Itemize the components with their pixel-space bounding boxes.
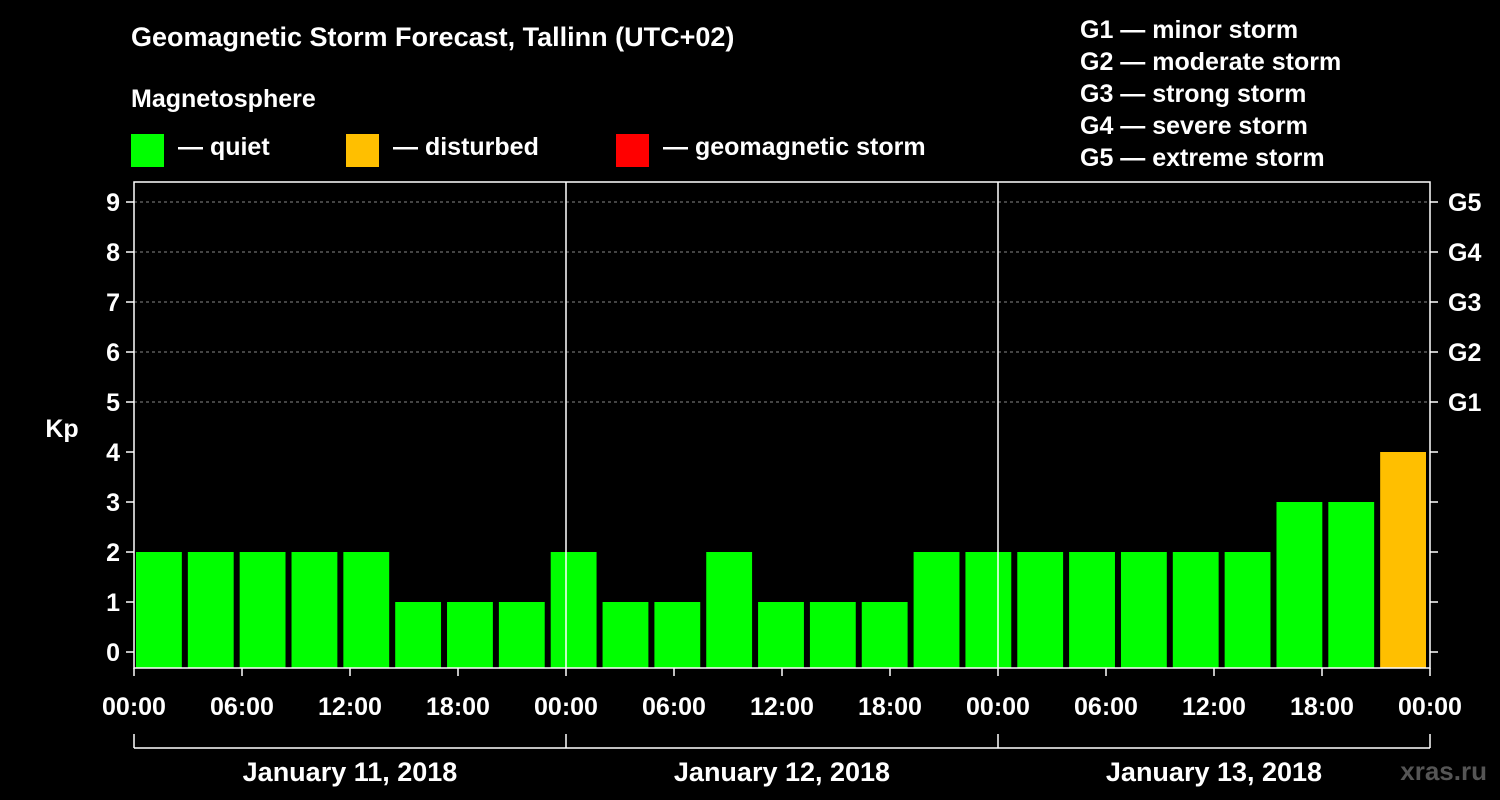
kp-bar (654, 602, 701, 668)
x-tick-label: 18:00 (1290, 693, 1354, 721)
storm-level-g2: G2 — moderate storm (1080, 48, 1342, 76)
y-tick-label: 4 (106, 439, 120, 467)
storm-axis-label: G4 (1448, 239, 1481, 267)
x-tick-label: 12:00 (1182, 693, 1246, 721)
y-tick-label: 2 (106, 539, 120, 567)
day-label: January 11, 2018 (243, 757, 458, 787)
legend-label-storm: — geomagnetic storm (663, 133, 926, 161)
kp-bar (1017, 552, 1064, 668)
storm-axis-label: G2 (1448, 339, 1481, 367)
legend-swatch-disturbed (346, 134, 379, 167)
y-tick-label: 5 (106, 389, 120, 417)
kp-bar (395, 602, 442, 668)
storm-axis-label: G3 (1448, 289, 1481, 317)
kp-bar (498, 602, 545, 668)
kp-bar (1172, 552, 1219, 668)
y-tick-label: 8 (106, 239, 120, 267)
legend-swatch-quiet (131, 134, 164, 167)
x-tick-label: 12:00 (750, 693, 814, 721)
x-tick-label: 06:00 (210, 693, 274, 721)
legend-swatch-storm (616, 134, 649, 167)
x-tick-label: 00:00 (534, 693, 598, 721)
y-tick-label: 7 (106, 289, 120, 317)
x-tick-label: 06:00 (1074, 693, 1138, 721)
kp-bar (758, 602, 804, 668)
x-tick-label: 12:00 (318, 693, 382, 721)
kp-bar (447, 602, 493, 668)
y-tick-label: 9 (106, 189, 120, 217)
x-tick-label: 00:00 (1398, 693, 1462, 721)
chart-title: Geomagnetic Storm Forecast, Tallinn (UTC… (131, 22, 735, 52)
x-tick-label: 18:00 (858, 693, 922, 721)
kp-bar (861, 602, 908, 668)
storm-level-g3: G3 — strong storm (1080, 80, 1307, 108)
storm-level-legend: G1 — minor storm G2 — moderate storm G3 … (1080, 14, 1341, 174)
y-tick-label: 1 (106, 589, 120, 617)
kp-bar (1380, 452, 1426, 668)
legend-heading: Magnetosphere (131, 85, 316, 113)
x-tick-label: 00:00 (966, 693, 1030, 721)
kp-bar (187, 552, 234, 668)
kp-bar (602, 602, 649, 668)
x-tick-label: 06:00 (642, 693, 706, 721)
kp-bar (1276, 502, 1323, 668)
legend-label-disturbed: — disturbed (393, 133, 539, 161)
kp-bar (913, 552, 960, 668)
y-tick-label: 6 (106, 339, 120, 367)
storm-level-g1: G1 — minor storm (1080, 16, 1299, 44)
day-label: January 12, 2018 (674, 757, 890, 787)
kp-bar (809, 602, 856, 668)
y-tick-label: 0 (106, 639, 120, 667)
kp-bar (1224, 552, 1271, 668)
storm-axis-label: G5 (1448, 189, 1481, 217)
y-axis-title: Kp (45, 415, 78, 443)
kp-bar (1120, 552, 1167, 668)
storm-axis-label: G1 (1448, 389, 1481, 417)
x-tick-label: 00:00 (102, 693, 166, 721)
y-tick-label: 3 (106, 489, 120, 517)
kp-bar (136, 552, 182, 668)
kp-bar (343, 552, 390, 668)
kp-bar (1328, 502, 1375, 668)
kp-bar (706, 552, 753, 668)
kp-bar (291, 552, 338, 668)
kp-bar (1069, 552, 1115, 668)
storm-level-g5: G5 — extreme storm (1080, 144, 1325, 172)
watermark: xras.ru (1400, 756, 1487, 786)
x-tick-label: 18:00 (426, 693, 490, 721)
kp-bar (239, 552, 286, 668)
legend-label-quiet: — quiet (178, 133, 270, 161)
day-label: January 13, 2018 (1106, 757, 1322, 787)
kp-bar (965, 552, 1012, 668)
storm-level-g4: G4 — severe storm (1080, 112, 1308, 140)
kp-bar (550, 552, 597, 668)
